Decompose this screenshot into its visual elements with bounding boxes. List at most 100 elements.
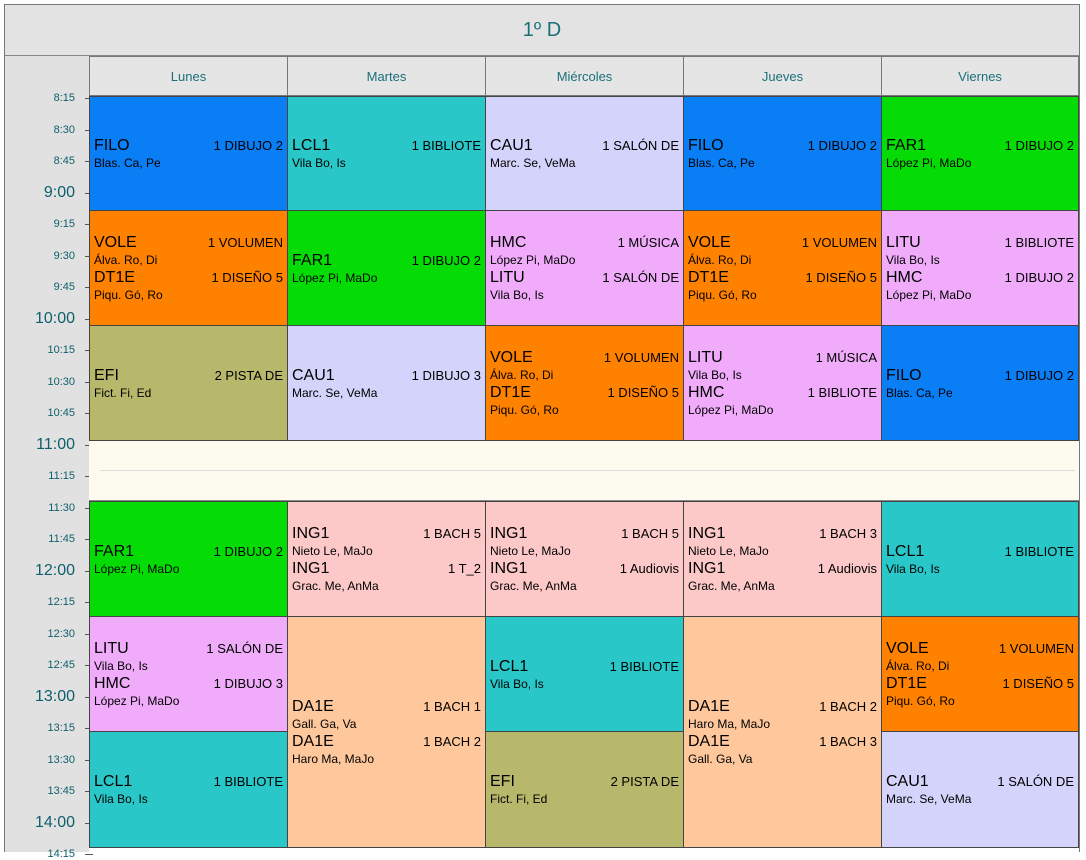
class-cell[interactable]: DA1E 1 BACH 1 Gall. Ga, Va DA1E 1 BACH 2 Haro… [287, 616, 486, 848]
class-entry: FAR1 1 DIBUJO 2 López Pi, MaDo [292, 251, 481, 286]
teacher-name: Marc. Se, VeMa [490, 156, 576, 170]
class-cell[interactable]: CAU1 1 DIBUJO 3 Marc. Se, VeMa [287, 325, 486, 441]
subject-code: VOLE [490, 349, 533, 366]
class-cell[interactable]: VOLE 1 VOLUMEN Álva. Ro, Di DT1E 1 DISEÑO 5 P… [881, 616, 1079, 732]
class-entry: LCL1 1 BIBLIOTE Vila Bo, Is [292, 136, 481, 171]
teacher-name: Vila Bo, Is [94, 792, 148, 806]
day-header-jueves: Jueves [683, 56, 882, 96]
class-entry-header: FAR1 1 DIBUJO 2 [886, 136, 1074, 155]
room-label: 1 DISEÑO 5 [805, 270, 877, 285]
class-cell[interactable]: HMC 1 MÚSICA López Pi, MaDo LITU 1 SALÓN DE V… [485, 210, 684, 326]
subject-code: DA1E [688, 698, 730, 715]
teacher-name: López Pi, MaDo [688, 403, 774, 417]
class-entry-header: DT1E 1 DISEÑO 5 [688, 268, 877, 287]
subject-code: HMC [94, 675, 131, 692]
time-label: 12:30 [47, 627, 75, 640]
class-entry-header: DA1E 1 BACH 1 [292, 697, 481, 716]
time-label: 8:15 [53, 92, 75, 104]
class-cell[interactable]: FILO 1 DIBUJO 2 Blas. Ca, Pe [881, 325, 1079, 441]
teacher-name: López Pi, MaDo [490, 253, 576, 267]
class-entry: CAU1 1 SALÓN DE Marc. Se, VeMa [490, 136, 679, 171]
class-cell[interactable]: VOLE 1 VOLUMEN Álva. Ro, Di DT1E 1 DISEÑO 5 P… [683, 210, 882, 326]
subject-code: LCL1 [886, 542, 925, 560]
time-column: 8:15 8:30 8:45 9:00 9:15 9:30 9:45 10:00 10:15 10… [5, 56, 93, 860]
subject-code: VOLE [688, 234, 731, 251]
time-label: 9:45 [53, 281, 75, 293]
time-label: 13:00 [34, 687, 75, 705]
room-label: 1 T_2 [447, 561, 481, 576]
class-cell[interactable]: LCL1 1 BIBLIOTE Vila Bo, Is [89, 731, 288, 848]
class-cell[interactable]: VOLE 1 VOLUMEN Álva. Ro, Di DT1E 1 DISEÑO 5 P… [89, 210, 288, 326]
subject-code: ING1 [688, 525, 726, 542]
time-label: 12:00 [34, 561, 75, 579]
class-cell[interactable]: CAU1 1 SALÓN DE Marc. Se, VeMa [881, 731, 1079, 848]
time-label: 14:15 [47, 848, 75, 860]
class-entry-header: HMC 1 DIBUJO 3 [94, 674, 283, 693]
class-cell[interactable]: FAR1 1 DIBUJO 2 López Pi, MaDo [881, 96, 1079, 211]
class-cell[interactable]: CAU1 1 SALÓN DE Marc. Se, VeMa [485, 96, 684, 211]
time-label: 10:15 [47, 344, 75, 356]
class-entry: DA1E 1 BACH 3 Gall. Ga, Va [688, 732, 877, 767]
class-cell[interactable]: LITU 1 MÚSICA Vila Bo, Is HMC 1 BIBLIOTE Lópe… [683, 325, 882, 441]
time-label: 8:45 [53, 155, 75, 167]
room-label: 1 DIBUJO 3 [411, 367, 481, 383]
class-cell[interactable]: FILO 1 DIBUJO 2 Blas. Ca, Pe [683, 96, 882, 211]
class-cell[interactable]: DA1E 1 BACH 2 Haro Ma, MaJo DA1E 1 BACH 3 Gal… [683, 616, 882, 848]
class-entry-header: LCL1 1 BIBLIOTE [94, 772, 283, 791]
class-cell[interactable]: FAR1 1 DIBUJO 2 López Pi, MaDo [287, 210, 486, 326]
subject-code: LCL1 [490, 657, 529, 675]
teacher-name: Gall. Ga, Va [688, 752, 753, 766]
teacher-name: López Pi, MaDo [94, 561, 180, 576]
room-label: 1 BACH 2 [819, 699, 877, 714]
class-cell[interactable]: EFI 2 PISTA DE Fict. Fi, Ed [89, 325, 288, 441]
room-label: 1 BIBLIOTE [213, 774, 283, 789]
room-label: 1 Audiovis [619, 561, 679, 576]
room-label: 1 Audiovis [817, 561, 877, 576]
class-cell[interactable]: LCL1 1 BIBLIOTE Vila Bo, Is [485, 616, 684, 732]
class-entry: EFI 2 PISTA DE Fict. Fi, Ed [490, 772, 679, 807]
subject-code: DT1E [886, 675, 927, 692]
teacher-name: Vila Bo, Is [292, 156, 346, 170]
subject-code: LCL1 [94, 773, 133, 790]
class-cell[interactable]: LCL1 1 BIBLIOTE Vila Bo, Is [287, 96, 486, 211]
time-label: 11:30 [48, 501, 75, 514]
class-cell[interactable]: LITU 1 BIBLIOTE Vila Bo, Is HMC 1 DIBUJO 2 Ló… [881, 210, 1079, 326]
class-cell[interactable]: LCL1 1 BIBLIOTE Vila Bo, Is [881, 501, 1079, 617]
teacher-name: Marc. Se, VeMa [292, 385, 378, 400]
class-entry: DA1E 1 BACH 2 Haro Ma, MaJo [292, 732, 481, 767]
teacher-name: Nieto Le, MaJo [292, 544, 373, 558]
room-label: 1 DISEÑO 5 [1002, 676, 1074, 691]
room-label: 1 BIBLIOTE [1004, 543, 1074, 559]
subject-code: HMC [490, 234, 527, 251]
class-entry: ING1 1 Audiovis Grac. Me, AnMa [688, 559, 877, 594]
class-entry: HMC 1 DIBUJO 2 López Pi, MaDo [886, 268, 1074, 303]
class-entry: LITU 1 MÚSICA Vila Bo, Is [688, 348, 877, 383]
class-cell[interactable]: ING1 1 BACH 5 Nieto Le, MaJo ING1 1 Audiovis… [485, 501, 684, 617]
subject-code: CAU1 [886, 773, 929, 790]
time-label: 12:45 [47, 659, 75, 671]
subject-code: CAU1 [292, 366, 335, 384]
room-label: 1 DIBUJO 2 [1004, 367, 1074, 383]
class-entry-header: DT1E 1 DISEÑO 5 [886, 674, 1074, 693]
class-entry-header: FAR1 1 DIBUJO 2 [94, 542, 283, 561]
class-entry-header: CAU1 1 DIBUJO 3 [292, 366, 481, 385]
class-cell[interactable]: ING1 1 BACH 5 Nieto Le, MaJo ING1 1 T_2 Grac.… [287, 501, 486, 617]
teacher-name: Nieto Le, MaJo [688, 544, 769, 558]
class-entry: EFI 2 PISTA DE Fict. Fi, Ed [94, 366, 283, 401]
class-entry: ING1 1 BACH 3 Nieto Le, MaJo [688, 524, 877, 559]
teacher-name: Piqu. Gó, Ro [94, 288, 163, 302]
class-cell[interactable]: FAR1 1 DIBUJO 2 López Pi, MaDo [89, 501, 288, 617]
class-cell[interactable]: FILO 1 DIBUJO 2 Blas. Ca, Pe [89, 96, 288, 211]
teacher-name: López Pi, MaDo [886, 288, 972, 302]
class-cell[interactable]: ING1 1 BACH 3 Nieto Le, MaJo ING1 1 Audiovis… [683, 501, 882, 617]
time-label: 14:00 [34, 813, 75, 831]
teacher-name: López Pi, MaDo [292, 270, 378, 285]
class-entry: ING1 1 Audiovis Grac. Me, AnMa [490, 559, 679, 594]
class-cell[interactable]: EFI 2 PISTA DE Fict. Fi, Ed [485, 731, 684, 848]
class-entry-header: CAU1 1 SALÓN DE [490, 136, 679, 155]
class-entry: VOLE 1 VOLUMEN Álva. Ro, Di [490, 348, 679, 383]
class-cell[interactable]: VOLE 1 VOLUMEN Álva. Ro, Di DT1E 1 DISEÑO 5 P… [485, 325, 684, 441]
class-entry-header: FILO 1 DIBUJO 2 [94, 136, 283, 155]
room-label: 1 SALÓN DE [997, 774, 1074, 789]
class-cell[interactable]: LITU 1 SALÓN DE Vila Bo, Is HMC 1 DIBUJO 3 Ló… [89, 616, 288, 732]
